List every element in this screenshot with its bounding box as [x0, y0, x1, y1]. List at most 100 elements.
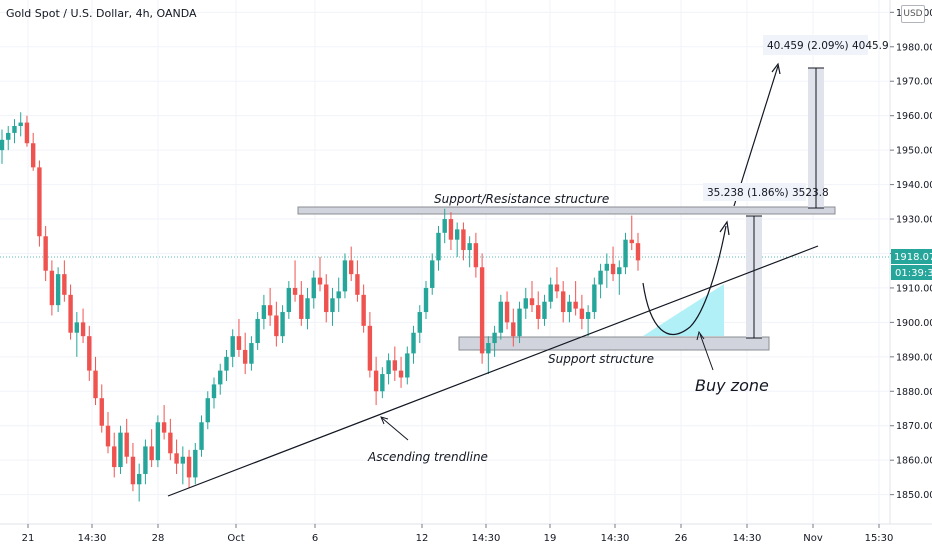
candle-body[interactable]: [267, 305, 273, 316]
candle-body[interactable]: [417, 312, 422, 333]
candle-body[interactable]: [479, 267, 485, 354]
candle-body[interactable]: [87, 336, 92, 371]
ascending-trendline[interactable]: [167, 245, 819, 497]
candle-body[interactable]: [442, 219, 447, 233]
candle-body[interactable]: [454, 229, 460, 240]
candle-body[interactable]: [124, 432, 129, 457]
candle-body[interactable]: [423, 287, 429, 313]
candle-body[interactable]: [617, 267, 622, 275]
candle-body[interactable]: [155, 422, 161, 461]
candle-body[interactable]: [230, 336, 235, 357]
candle-body[interactable]: [430, 260, 435, 288]
candle-body[interactable]: [517, 308, 522, 337]
candle-body[interactable]: [361, 294, 366, 326]
candle-body[interactable]: [461, 229, 466, 251]
candle-body[interactable]: [6, 132, 11, 140]
target-arrow-line[interactable]: [733, 65, 779, 207]
candle-body[interactable]: [579, 308, 585, 319]
candle-body[interactable]: [43, 236, 48, 271]
candle-body[interactable]: [311, 277, 316, 299]
resistance-zone[interactable]: [297, 206, 836, 215]
candle-body[interactable]: [99, 398, 104, 426]
candle-body[interactable]: [548, 284, 553, 302]
candle-body[interactable]: [367, 325, 373, 371]
candle-body[interactable]: [255, 318, 260, 344]
candle-body[interactable]: [411, 332, 416, 354]
candle-body[interactable]: [236, 336, 242, 350]
candle-body[interactable]: [80, 322, 86, 337]
candle-body[interactable]: [24, 122, 30, 144]
candle-body[interactable]: [635, 243, 641, 261]
candle-body[interactable]: [592, 284, 597, 313]
candle-body[interactable]: [149, 446, 154, 461]
time-axis[interactable]: 21 14:30 28 Oct 6 12 14:30 19 14:30 26 14:30 Nov 15:…: [22, 524, 894, 544]
candle-body[interactable]: [242, 349, 248, 364]
candle-body[interactable]: [342, 260, 348, 292]
candle-body[interactable]: [436, 232, 441, 261]
support-zone[interactable]: [458, 336, 770, 351]
candle-body[interactable]: [118, 432, 123, 468]
candle-body[interactable]: [348, 260, 354, 275]
candle-body[interactable]: [286, 287, 292, 313]
candle-body[interactable]: [68, 294, 73, 333]
candle-body[interactable]: [55, 274, 61, 306]
candle-body[interactable]: [186, 456, 192, 478]
candle-body[interactable]: [112, 446, 117, 468]
candle-body[interactable]: [224, 356, 229, 371]
candle-body[interactable]: [261, 305, 267, 319]
candle-body[interactable]: [542, 301, 547, 319]
candle-body[interactable]: [324, 284, 329, 313]
candle-body[interactable]: [49, 270, 55, 306]
candle-body[interactable]: [398, 370, 404, 378]
candle-body[interactable]: [373, 370, 379, 392]
candle-body[interactable]: [62, 274, 67, 295]
candle-body[interactable]: [573, 301, 578, 309]
candle-body[interactable]: [12, 126, 17, 133]
candle-body[interactable]: [473, 243, 479, 268]
currency-button[interactable]: USD: [901, 5, 925, 23]
candle-body[interactable]: [567, 301, 572, 313]
candle-body[interactable]: [193, 449, 198, 478]
candle-body[interactable]: [623, 239, 628, 268]
candle-body[interactable]: [355, 274, 360, 295]
candle-body[interactable]: [93, 370, 98, 399]
candle-body[interactable]: [392, 360, 398, 371]
candle-body[interactable]: [130, 456, 136, 485]
candle-body[interactable]: [218, 370, 223, 385]
candle-body[interactable]: [330, 298, 335, 313]
candle-body[interactable]: [554, 284, 560, 292]
candle-body[interactable]: [511, 322, 516, 337]
candle-body[interactable]: [317, 277, 323, 285]
candle-body[interactable]: [74, 322, 80, 333]
candle-body[interactable]: [274, 315, 279, 337]
candle-body[interactable]: [299, 294, 304, 319]
candle-body[interactable]: [143, 446, 148, 474]
candle-body[interactable]: [292, 287, 298, 295]
candle-body[interactable]: [249, 343, 254, 364]
candle-body[interactable]: [610, 263, 616, 275]
candle-body[interactable]: [205, 398, 210, 423]
candle-body[interactable]: [211, 384, 217, 399]
candle-body[interactable]: [380, 374, 385, 392]
candle-body[interactable]: [536, 305, 541, 319]
candle-body[interactable]: [598, 270, 603, 285]
candle-body[interactable]: [585, 312, 591, 319]
projection-path[interactable]: [642, 225, 727, 335]
candle-body[interactable]: [529, 298, 535, 306]
candle-body[interactable]: [467, 243, 472, 251]
candle-body[interactable]: [336, 291, 341, 299]
candle-body[interactable]: [629, 239, 634, 244]
candle-body[interactable]: [486, 343, 491, 354]
candle-body[interactable]: [604, 263, 610, 271]
candle-body[interactable]: [386, 360, 391, 375]
candle-body[interactable]: [0, 139, 5, 151]
candle-body[interactable]: [180, 456, 186, 464]
candle-body[interactable]: [305, 298, 310, 319]
candle-body[interactable]: [136, 473, 142, 485]
candle-body[interactable]: [560, 291, 566, 313]
candle-body[interactable]: [161, 422, 167, 433]
candle-body[interactable]: [174, 453, 179, 464]
candle-body[interactable]: [492, 332, 497, 344]
candle-body[interactable]: [30, 143, 36, 168]
